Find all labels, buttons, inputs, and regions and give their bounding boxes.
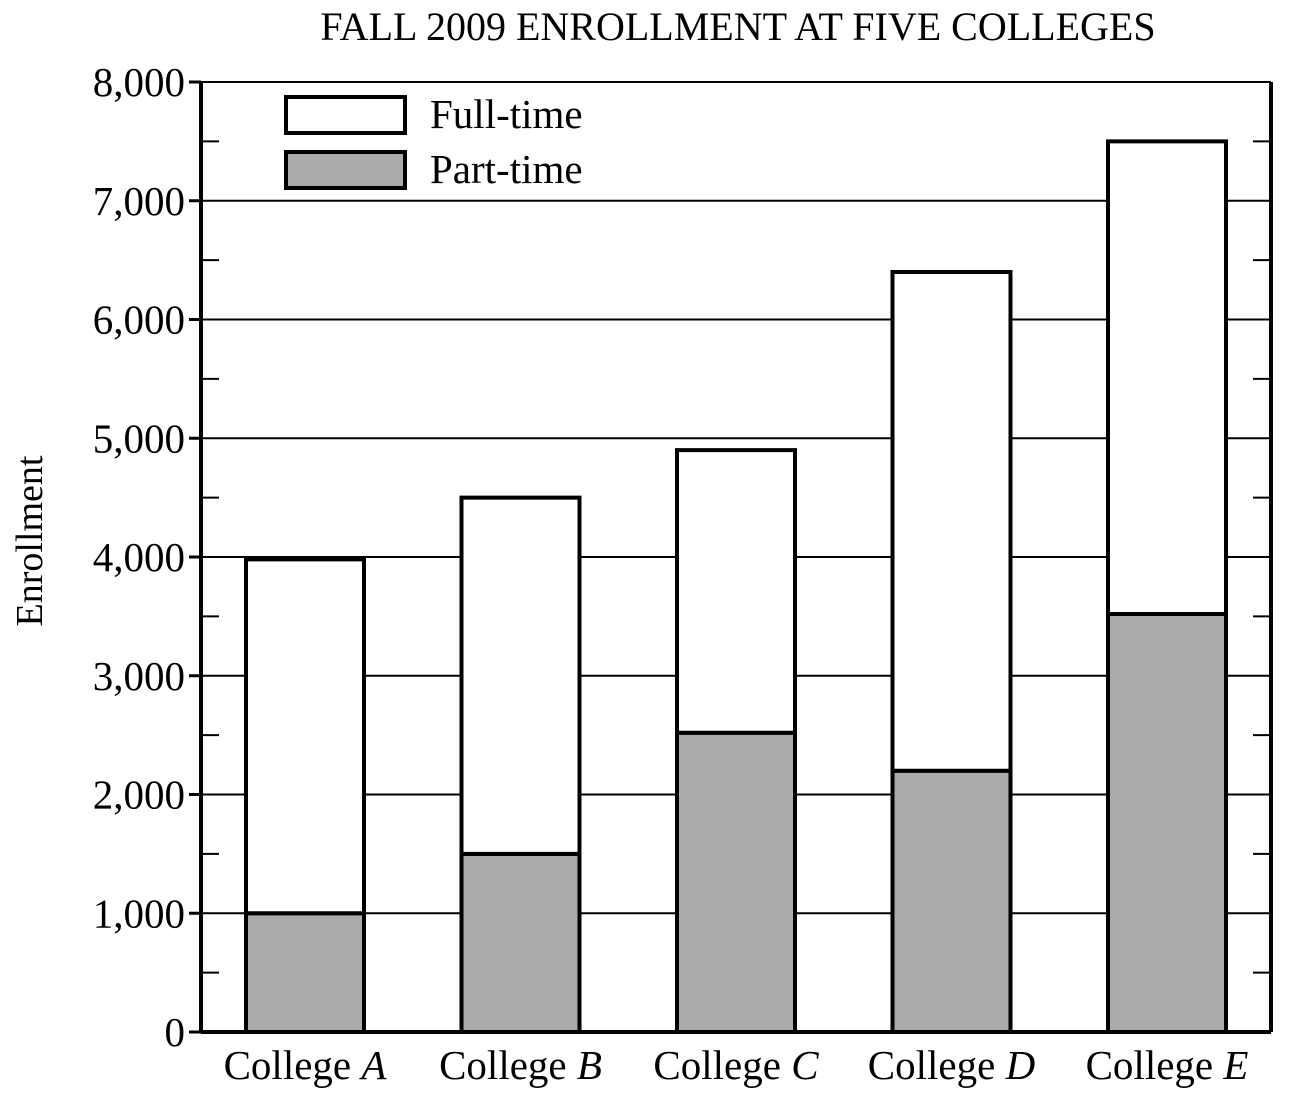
legend-swatch-part-time [284,150,407,190]
bars [244,139,1228,1034]
bar-part-time-d [890,768,1013,1034]
bar-full-time-b [459,495,582,856]
x-category-label-d: College D [868,1042,1035,1088]
x-category-label-b: College B [439,1042,602,1088]
bar-part-time-c [675,730,797,1034]
y-tick-label-5: 5,000 [93,415,185,461]
x-category-label-c: College C [653,1042,819,1088]
y-tick-label-7: 7,000 [93,178,185,224]
bar-full-time-c [675,448,797,735]
x-category-label-a: College A [224,1042,388,1088]
bar-part-time-e [1106,612,1228,1034]
y-tick-label-2: 2,000 [93,772,185,818]
legend-label-part-time: Part-time [430,146,583,192]
chart-title: FALL 2009 ENROLLMENT AT FIVE COLLEGES [320,4,1155,49]
legend: Full-time Part-time [284,91,583,192]
bar-full-time-e [1106,139,1228,616]
y-axis-label: Enrollment [9,455,51,626]
x-category-label-e: College E [1086,1042,1249,1088]
y-tick-label-8: 8,000 [93,59,185,105]
bar-part-time-a [244,911,366,1034]
y-tick-label-4: 4,000 [93,534,185,580]
y-tick-label-0: 0 [165,1009,186,1055]
axes [199,82,1273,1034]
legend-label-full-time: Full-time [430,91,583,137]
bar-full-time-d [890,270,1013,773]
x-category-labels: College A College B College C College D Coll… [224,1042,1249,1088]
y-tick-label-3: 3,000 [93,653,185,699]
y-tick-label-6: 6,000 [93,297,185,343]
y-tick-labels: 0 1,000 2,000 3,000 4,000 5,000 6,000 7,000 8,00… [93,59,185,1055]
y-tick-label-1: 1,000 [93,890,185,936]
legend-swatch-full-time [284,95,407,135]
gridlines [189,80,1271,1034]
bar-full-time-a [244,557,366,916]
bar-part-time-b [459,851,582,1034]
